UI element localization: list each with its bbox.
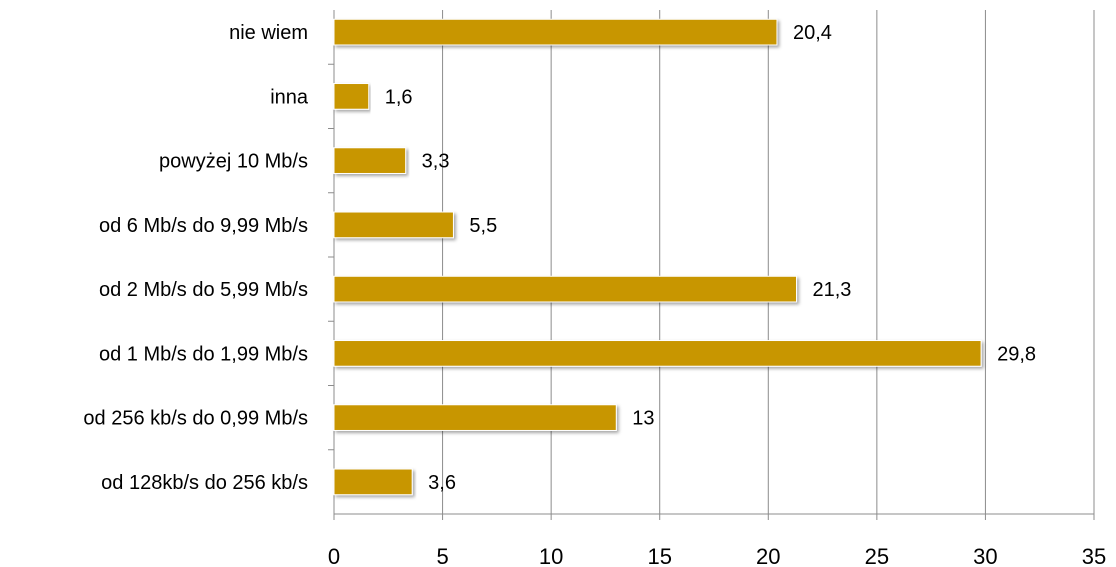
x-tick-label: 30 bbox=[973, 544, 997, 567]
data-label: 20,4 bbox=[793, 22, 832, 44]
bar bbox=[333, 83, 370, 110]
data-label: 1,6 bbox=[385, 86, 413, 108]
category-label: od 6 Mb/s do 9,99 Mb/s bbox=[99, 215, 308, 237]
category-label: od 128kb/s do 256 kb/s bbox=[101, 472, 308, 494]
data-label: 21,3 bbox=[813, 279, 852, 301]
x-tick-label: 20 bbox=[756, 544, 780, 567]
x-tick-label: 0 bbox=[328, 544, 340, 567]
bar bbox=[333, 275, 798, 303]
category-label: nie wiem bbox=[229, 22, 308, 44]
bar bbox=[333, 211, 454, 239]
gridlines bbox=[442, 10, 1095, 514]
bar bbox=[333, 468, 413, 496]
data-label: 3,3 bbox=[422, 151, 450, 173]
x-tick-label: 10 bbox=[539, 544, 563, 567]
bar bbox=[333, 18, 778, 46]
labels: 0 5 10 15 20 25 30 35 20,4 nie wiem 1,6 inna 3,3 powy… bbox=[83, 22, 1106, 567]
category-label: powyżej 10 Mb/s bbox=[159, 151, 308, 173]
x-tick-label: 35 bbox=[1082, 544, 1106, 567]
bar bbox=[333, 340, 982, 367]
data-label: 29,8 bbox=[997, 343, 1036, 365]
data-label: 13 bbox=[632, 408, 654, 430]
x-tick-label: 5 bbox=[436, 544, 448, 567]
category-label: inna bbox=[270, 86, 309, 108]
category-label: od 1 Mb/s do 1,99 Mb/s bbox=[99, 343, 308, 365]
x-tick-label: 25 bbox=[865, 544, 889, 567]
bar bbox=[333, 147, 407, 174]
data-label: 3,6 bbox=[428, 472, 456, 494]
data-label: 5,5 bbox=[469, 215, 497, 237]
bars bbox=[333, 18, 982, 496]
category-label: od 256 kb/s do 0,99 Mb/s bbox=[83, 408, 308, 430]
category-label: od 2 Mb/s do 5,99 Mb/s bbox=[99, 279, 308, 301]
bar bbox=[333, 404, 617, 431]
x-tick-label: 15 bbox=[647, 544, 671, 567]
